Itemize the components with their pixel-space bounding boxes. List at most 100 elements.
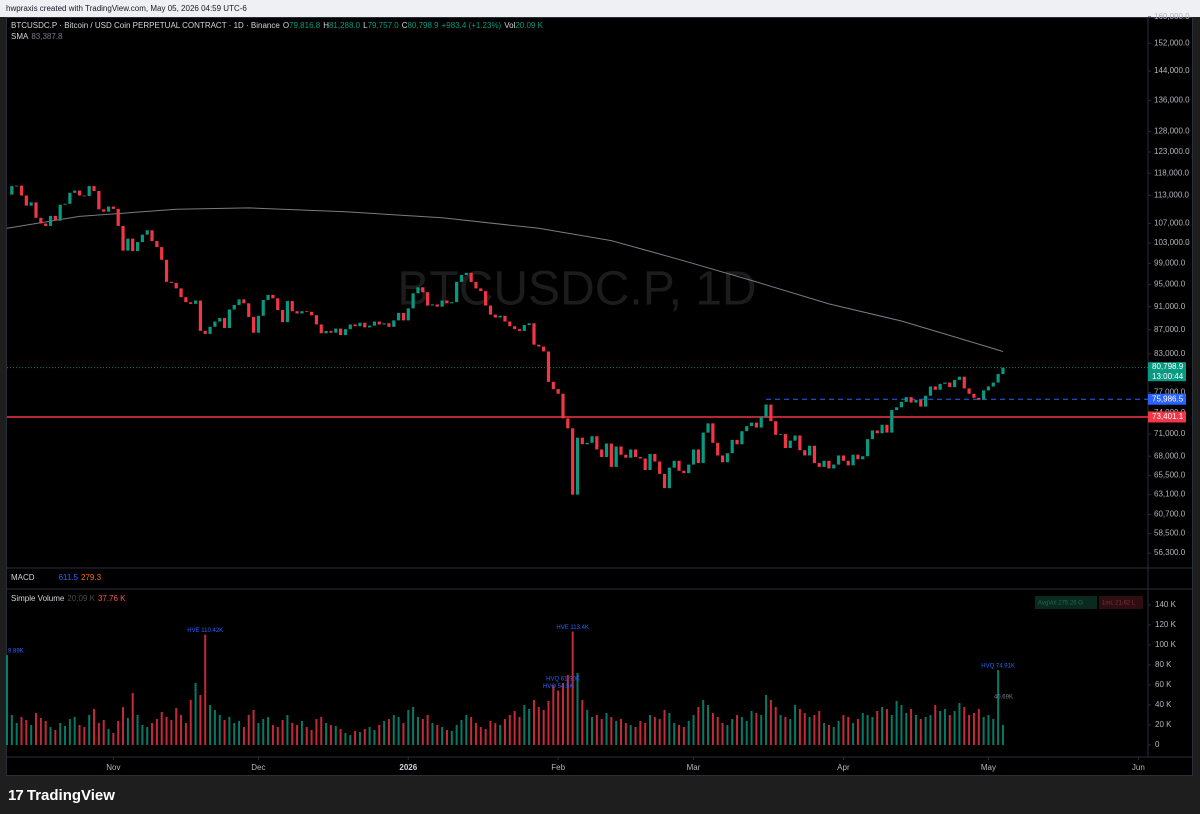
volume-bar (436, 725, 439, 745)
volume-bar (953, 711, 956, 745)
volume-y-tick-label: 140 K (1155, 600, 1177, 609)
candle (817, 463, 821, 467)
volume-bar (948, 715, 951, 745)
volume-bar (876, 711, 879, 745)
volume-bar (861, 713, 864, 745)
volume-bar (972, 713, 975, 745)
candle (102, 209, 106, 212)
candle (745, 426, 749, 432)
candle (82, 195, 86, 197)
volume-bar (68, 719, 71, 745)
candle (542, 346, 546, 352)
countdown-label: 13:00:44 (1152, 372, 1184, 381)
volume-bar (416, 717, 419, 745)
volume-bar (329, 725, 332, 745)
volume-legend-value: 20.09 K (67, 594, 95, 603)
volume-bar (339, 729, 342, 745)
macd-name: MACD (11, 573, 35, 582)
volume-bar (73, 717, 76, 745)
logo-text: TradingView (26, 787, 115, 804)
candle (546, 351, 551, 382)
avgvol-label: AvgVol 275.26 G (1038, 601, 1083, 607)
volume-bar (252, 710, 255, 745)
y-tick-label: 107,000.0 (1154, 219, 1190, 228)
volume-bar (59, 723, 62, 745)
candle (624, 454, 628, 458)
candle (522, 325, 526, 331)
volume-bar (987, 715, 990, 745)
candle (111, 206, 115, 209)
volume-bar (102, 720, 105, 745)
candle (116, 208, 120, 226)
candle (556, 389, 560, 394)
volume-bar (387, 719, 390, 745)
candle (783, 434, 787, 448)
candle (430, 304, 435, 306)
volume-bar (794, 705, 797, 745)
candle (440, 300, 444, 307)
volume-y-tick-label: 20 K (1155, 720, 1172, 729)
volume-bar (291, 723, 294, 745)
candle (353, 324, 357, 327)
volume-bar (392, 715, 395, 745)
volume-bar (78, 725, 81, 745)
vol-value: 20.09 K (515, 21, 543, 30)
volume-bar (257, 723, 260, 745)
candle (208, 326, 212, 334)
volume-bar (199, 695, 202, 745)
volume-bar (474, 723, 477, 745)
candle (948, 382, 952, 388)
volume-bar (242, 727, 245, 745)
x-tick-label: 2026 (399, 763, 417, 772)
candle (653, 453, 657, 462)
volume-bar (707, 705, 710, 745)
volume-bar (286, 715, 289, 745)
volume-bar (402, 723, 405, 745)
volume-bar (349, 735, 352, 745)
candle (754, 422, 758, 428)
volume-bar (383, 721, 386, 745)
candle (764, 404, 768, 417)
volume-bar (170, 720, 173, 745)
candle (551, 381, 555, 390)
volume-bar (117, 721, 120, 745)
volume-bar (184, 723, 187, 745)
y-tick-label: 144,000.0 (1154, 66, 1190, 75)
volume-bar (83, 727, 86, 745)
candle (778, 434, 783, 435)
y-tick-label: 123,000.0 (1154, 147, 1190, 156)
candle (508, 321, 512, 327)
candle (914, 399, 918, 403)
volume-y-tick-label: 120 K (1155, 620, 1177, 629)
volume-bar (895, 701, 898, 745)
candle (179, 288, 183, 298)
candle (184, 297, 188, 303)
candle (517, 329, 522, 331)
candle (711, 423, 715, 443)
macd-value: 279.3 (81, 573, 102, 582)
volume-bar (378, 725, 381, 745)
volume-bar (740, 717, 743, 745)
y-tick-label: 68,000.0 (1154, 451, 1186, 460)
volume-bar (107, 729, 110, 745)
candle (600, 449, 604, 457)
volume-bar (789, 719, 792, 745)
candle (735, 439, 739, 445)
candle (595, 436, 599, 450)
volume-bar (871, 717, 874, 745)
y-tick-label: 63,100.0 (1154, 490, 1186, 499)
candle (256, 315, 261, 333)
candle (372, 321, 377, 326)
candle (498, 315, 502, 318)
volume-bar (890, 715, 893, 745)
volume-bar (557, 690, 560, 745)
candle (759, 416, 763, 428)
x-tick-label: Mar (687, 763, 701, 772)
sma-line (6, 207, 1004, 352)
volume-bar (325, 723, 328, 745)
ml-box (1099, 596, 1143, 609)
volume-bar (943, 709, 946, 745)
candle (44, 223, 48, 226)
